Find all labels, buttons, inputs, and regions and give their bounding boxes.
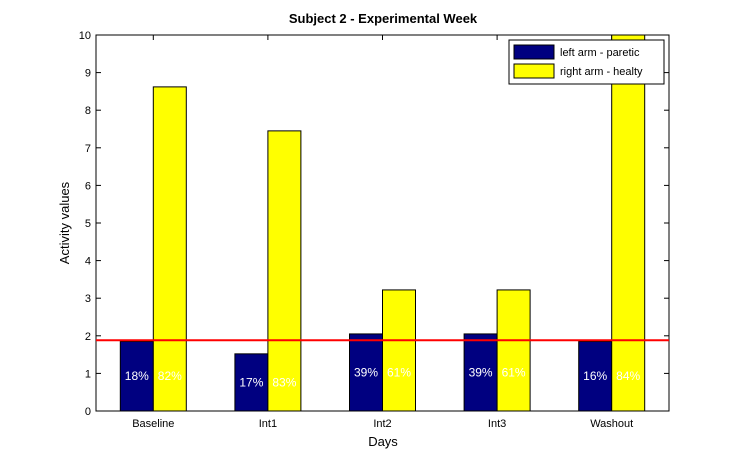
y-tick-label: 9 [85, 68, 91, 80]
x-axis-label: Days [368, 434, 398, 449]
plot-area: 0 1 2 3 4 5 6 7 8 9 10 Baseline Int1 Int2 Int3 Washout 1… [79, 30, 670, 430]
bar-data-label: 84% [616, 369, 640, 383]
y-tick-label: 6 [85, 180, 91, 192]
y-tick-label: 2 [85, 331, 91, 343]
x-tick-label: Int2 [373, 418, 391, 430]
y-tick-label: 10 [79, 30, 91, 42]
legend: left arm - paretic right arm - healty [508, 39, 665, 85]
y-tick-label: 8 [85, 105, 91, 117]
bar [496, 289, 531, 412]
y-tick-label: 3 [85, 293, 91, 305]
bar-data-label: 16% [583, 369, 607, 383]
bar-data-label: 39% [469, 365, 493, 379]
bar-data-label: 83% [272, 375, 296, 389]
bar-data-label: 61% [502, 365, 526, 379]
chart-title: Subject 2 - Experimental Week [289, 11, 478, 26]
legend-label: left arm - paretic [560, 47, 640, 59]
y-tick-label: 4 [85, 256, 91, 268]
bar [234, 353, 269, 412]
bar [463, 333, 498, 412]
bar-data-label: 39% [354, 365, 378, 379]
y-tick-label: 5 [85, 218, 91, 230]
bar [578, 340, 613, 412]
bar [382, 289, 416, 412]
x-tick-label: Baseline [132, 418, 174, 430]
y-tick-label: 1 [85, 368, 91, 380]
y-tick-label: 7 [85, 143, 91, 155]
legend-swatch [513, 44, 555, 60]
y-tick-label: 0 [85, 406, 91, 418]
bar-data-label: 61% [387, 365, 411, 379]
bar-data-label: 17% [239, 375, 263, 389]
x-tick-label: Int3 [488, 418, 506, 430]
legend-swatch [513, 63, 555, 79]
bar [611, 34, 646, 412]
bar [152, 86, 187, 412]
x-tick-label: Int1 [259, 418, 277, 430]
bar [267, 130, 302, 412]
bar-data-label: 18% [125, 369, 149, 383]
legend-label: right arm - healty [560, 66, 643, 78]
bar [349, 333, 383, 412]
y-axis-label: Activity values [57, 181, 72, 264]
x-tick-label: Washout [590, 418, 633, 430]
bar-data-label: 82% [158, 369, 182, 383]
